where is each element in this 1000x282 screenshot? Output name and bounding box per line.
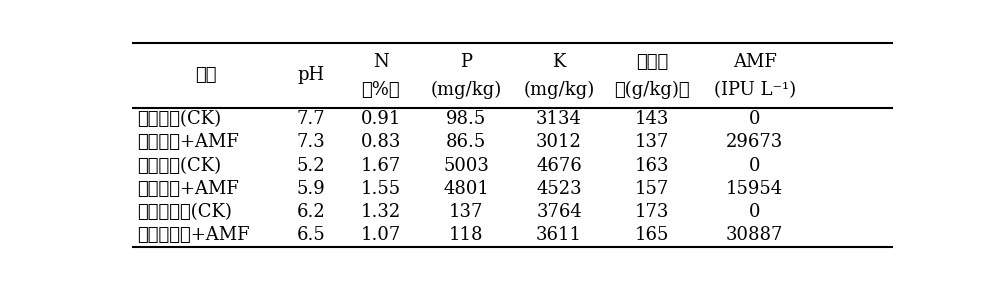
Text: 香菇菌糠(CK): 香菇菌糠(CK): [137, 157, 221, 175]
Text: 5.9: 5.9: [297, 180, 325, 198]
Text: 0.91: 0.91: [361, 110, 401, 128]
Text: （(g/kg)）: （(g/kg)）: [614, 81, 690, 100]
Text: 137: 137: [449, 203, 483, 221]
Text: 118: 118: [449, 226, 483, 244]
Text: 3611: 3611: [536, 226, 582, 244]
Text: 1.32: 1.32: [361, 203, 401, 221]
Text: (IPU L⁻¹): (IPU L⁻¹): [714, 81, 796, 99]
Text: 5003: 5003: [443, 157, 489, 175]
Text: pH: pH: [297, 66, 325, 84]
Text: 163: 163: [635, 157, 669, 175]
Text: N: N: [373, 53, 389, 71]
Text: AMF: AMF: [733, 53, 777, 71]
Text: 金针菇菌糠(CK): 金针菇菌糠(CK): [137, 203, 232, 221]
Text: 平菇菌糠+AMF: 平菇菌糠+AMF: [137, 133, 239, 151]
Text: 5.2: 5.2: [297, 157, 325, 175]
Text: 4801: 4801: [443, 180, 489, 198]
Text: 平菇菌糠(CK): 平菇菌糠(CK): [137, 110, 221, 128]
Text: 7.7: 7.7: [297, 110, 325, 128]
Text: （%）: （%）: [361, 81, 400, 99]
Text: 1.07: 1.07: [361, 226, 401, 244]
Text: 143: 143: [635, 110, 669, 128]
Text: 4676: 4676: [536, 157, 582, 175]
Text: 香菇菌糠+AMF: 香菇菌糠+AMF: [137, 180, 239, 198]
Text: P: P: [460, 53, 472, 71]
Text: 98.5: 98.5: [446, 110, 486, 128]
Text: 157: 157: [635, 180, 669, 198]
Text: 173: 173: [635, 203, 669, 221]
Text: 30887: 30887: [726, 226, 783, 244]
Text: 15954: 15954: [726, 180, 783, 198]
Text: 1.55: 1.55: [361, 180, 401, 198]
Text: 6.5: 6.5: [297, 226, 325, 244]
Text: 165: 165: [635, 226, 669, 244]
Text: 0.83: 0.83: [361, 133, 401, 151]
Text: 3134: 3134: [536, 110, 582, 128]
Text: 金针菇菌糠+AMF: 金针菇菌糠+AMF: [137, 226, 249, 244]
Text: 处理: 处理: [196, 66, 217, 84]
Text: 137: 137: [635, 133, 669, 151]
Text: 0: 0: [749, 110, 760, 128]
Text: 4523: 4523: [536, 180, 582, 198]
Text: 6.2: 6.2: [297, 203, 325, 221]
Text: 1.67: 1.67: [361, 157, 401, 175]
Text: (mg/kg): (mg/kg): [430, 81, 502, 100]
Text: 7.3: 7.3: [297, 133, 325, 151]
Text: 86.5: 86.5: [446, 133, 486, 151]
Text: 0: 0: [749, 157, 760, 175]
Text: 0: 0: [749, 203, 760, 221]
Text: (mg/kg): (mg/kg): [523, 81, 595, 100]
Text: 3764: 3764: [536, 203, 582, 221]
Text: 3012: 3012: [536, 133, 582, 151]
Text: 有机质: 有机质: [636, 53, 668, 71]
Text: 29673: 29673: [726, 133, 783, 151]
Text: K: K: [552, 53, 566, 71]
